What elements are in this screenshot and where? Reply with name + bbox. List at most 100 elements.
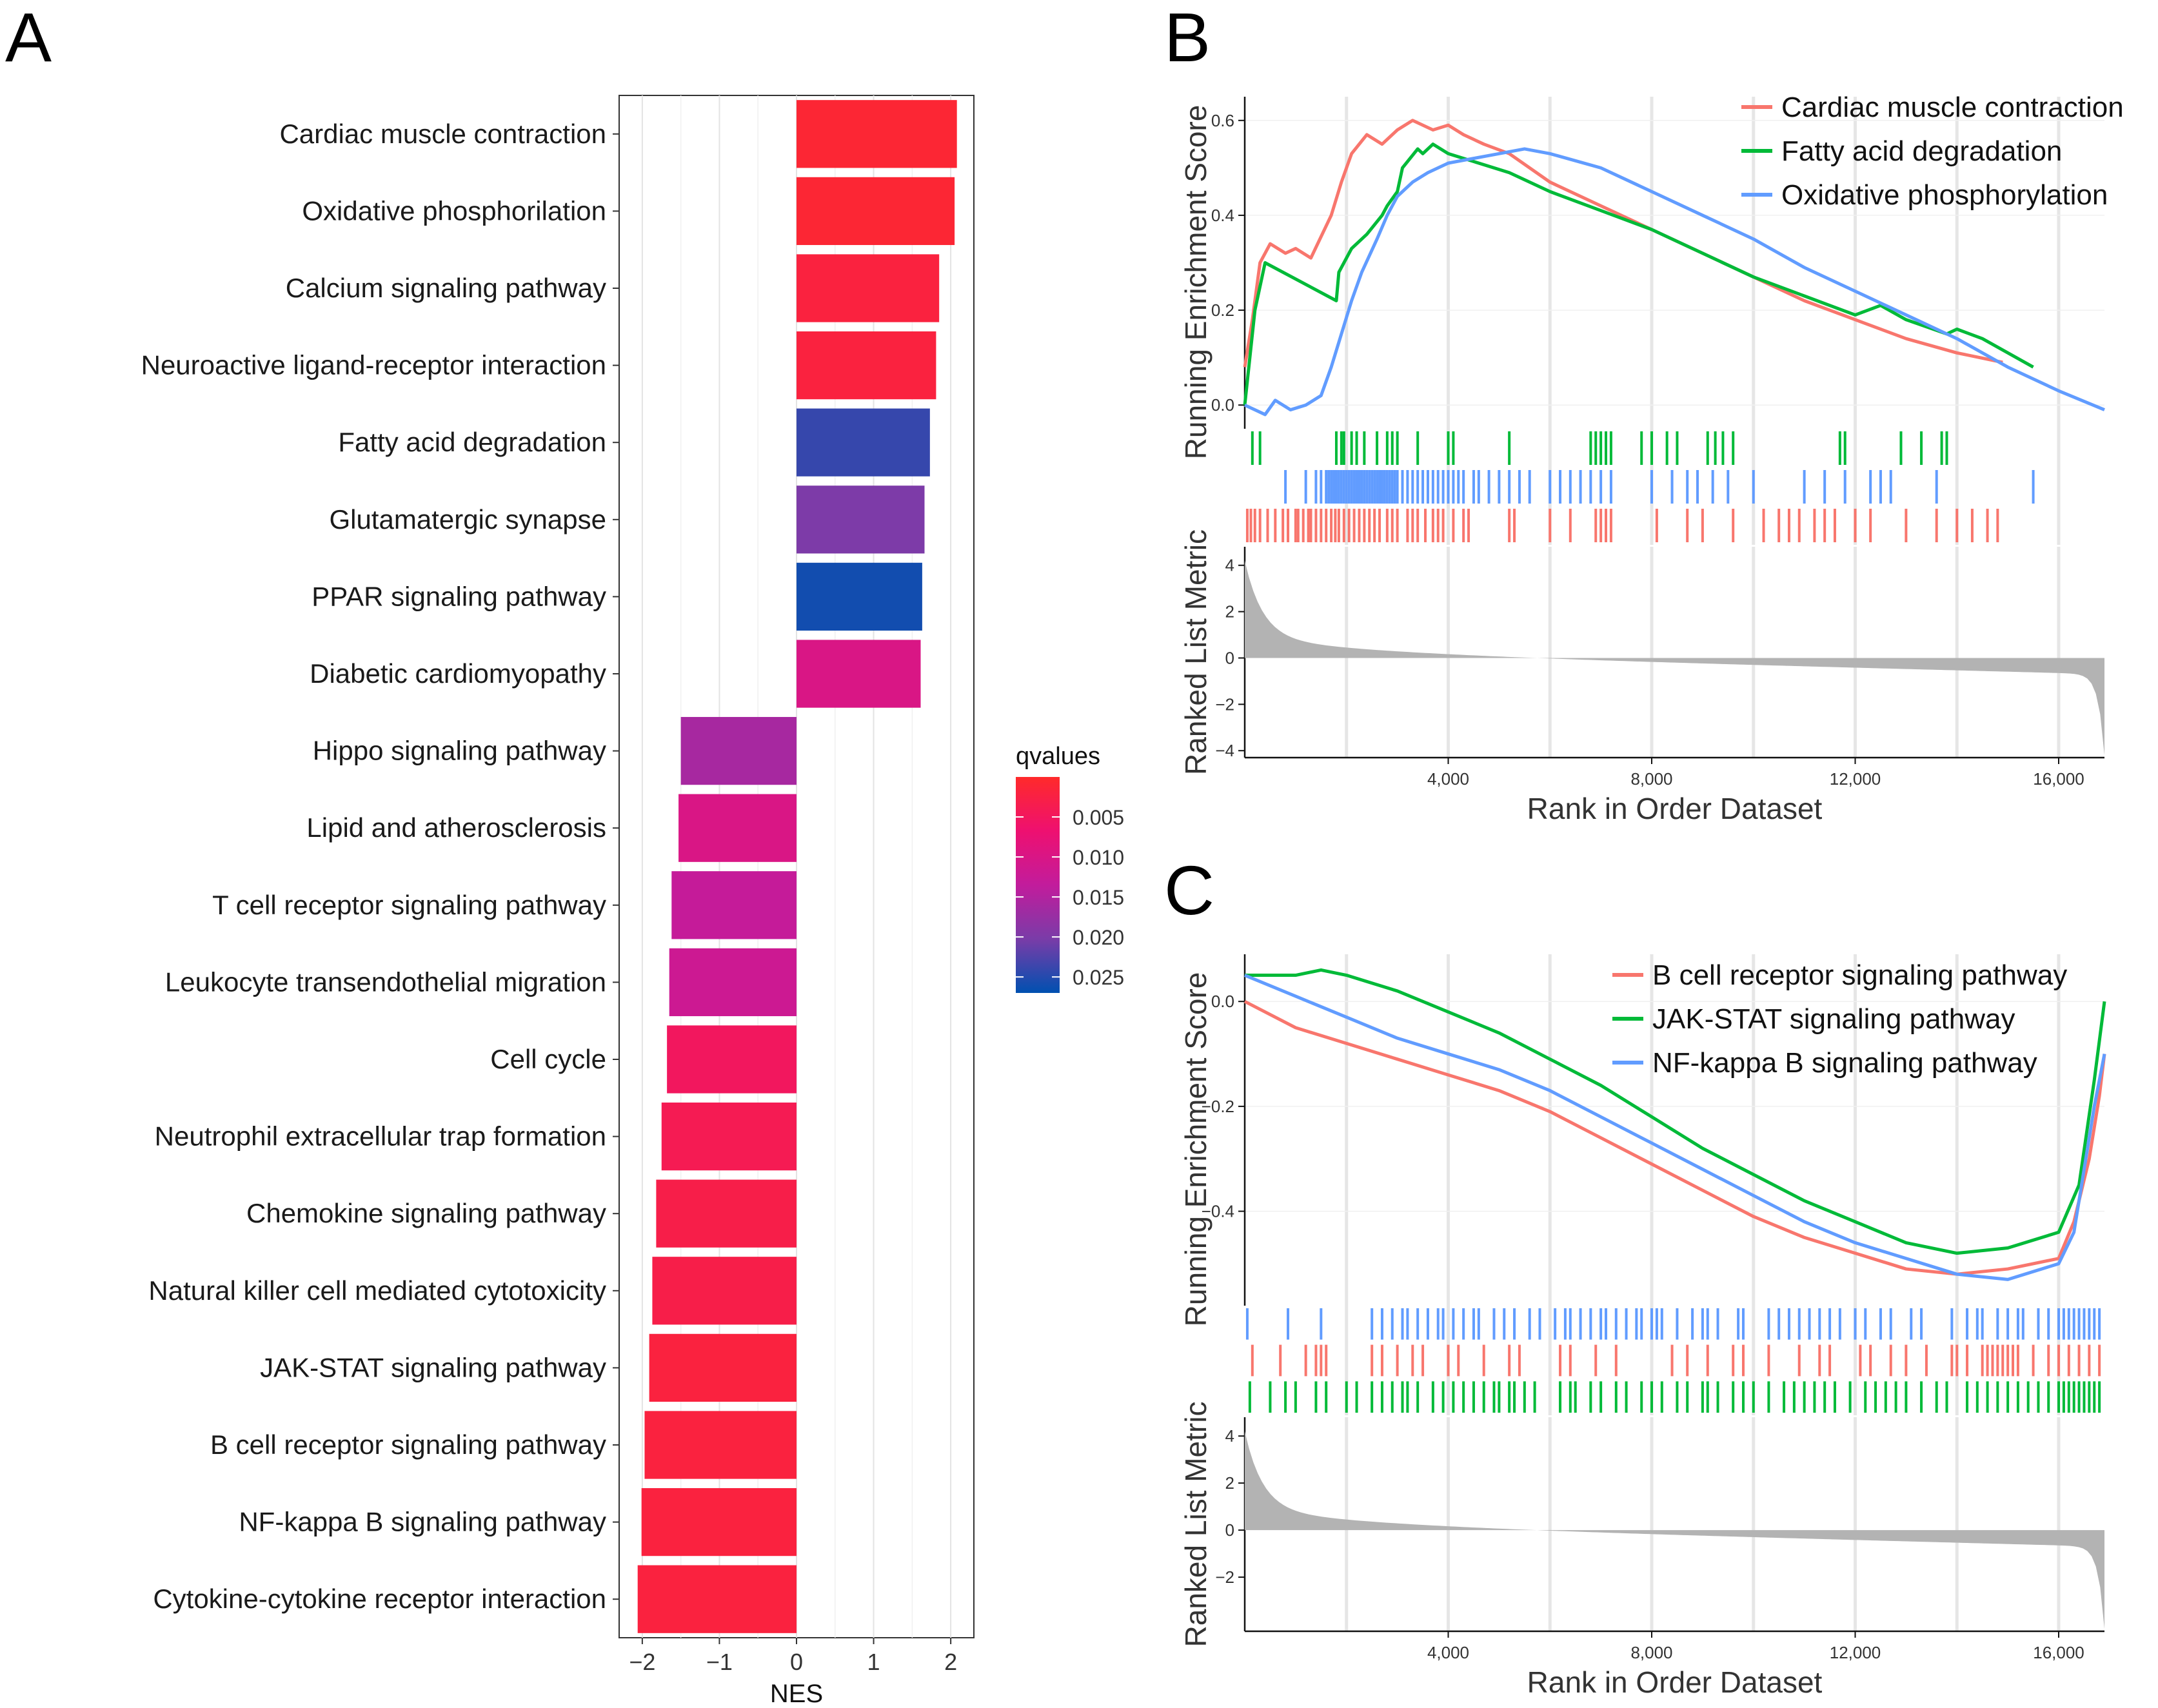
metric-y-tick-label: 0 [1225,648,1234,667]
x-axis-title: NES [770,1680,823,1708]
category-label: Glutamatergic synapse [329,504,606,535]
legend-label: Cardiac muscle contraction [1781,92,2124,123]
legend-title: qvalues [1016,743,1100,770]
legend-label: Oxidative phosphorylation [1781,179,2108,211]
es-y-tick-label: 0.0 [1211,992,1234,1011]
gsea-plot-downregulated: 0.0 −0.2 −0.4 −2 0 2 4 4,000 8,000 12,000 16,000 Ra… [1179,954,2106,1699]
metric-y-axis-title: Ranked List Metric [1179,1402,1213,1647]
metric-y-tick-label: 2 [1225,602,1234,622]
nes-bar [652,1257,797,1325]
nes-bar [641,1487,797,1556]
x-tick-label: 4,000 [1427,1643,1469,1662]
x-tick-label: 8,000 [1630,769,1672,789]
category-label: T cell receptor signaling pathway [212,890,606,920]
ranked-metric-area [1245,1431,2104,1629]
nes-bar [656,1179,797,1248]
metric-y-tick-label: 4 [1225,556,1234,575]
metric-y-tick-label: 0 [1225,1520,1234,1540]
category-label: JAK-STAT signaling pathway [260,1352,606,1382]
legend-label: Fatty acid degradation [1781,135,2062,167]
nes-bar [644,1411,797,1479]
metric-y-tick-label: −4 [1215,741,1234,760]
es-y-tick-label: −0.4 [1202,1202,1234,1221]
category-label: Oxidative phosphorilation [302,195,606,226]
metric-y-tick-label: 2 [1225,1473,1234,1493]
colorbar-tick-label: 0.015 [1073,886,1124,909]
category-label: Calcium signaling pathway [286,273,606,303]
metric-y-axis-title: Ranked List Metric [1179,529,1213,775]
category-label: Chemokine signaling pathway [246,1198,606,1228]
x-tick-label: −2 [629,1649,655,1675]
enrichment-score-line [1243,147,2105,417]
nes-bar [797,640,921,708]
category-label: Neutrophil extracellular trap formation [155,1121,606,1152]
nes-bar [678,794,797,862]
legend-label: B cell receptor signaling pathway [1652,959,2067,991]
nes-bar [667,1025,797,1094]
legend-label: JAK-STAT signaling pathway [1652,1003,2015,1035]
category-label: Cytokine-cytokine receptor interaction [153,1584,606,1614]
x-axis-title: Rank in Order Dataset [1527,1665,1823,1699]
nes-bar [661,1102,797,1171]
panel-label-a: A [5,0,52,76]
es-y-tick-label: 0.2 [1211,300,1234,320]
x-tick-label: 16,000 [2033,1643,2084,1662]
x-tick-label: 12,000 [1830,1643,1881,1662]
es-y-tick-label: 0.0 [1211,395,1234,415]
enrichment-score-line [1243,999,2106,1276]
enrichment-score-line [1243,142,2034,406]
category-label: NF-kappa B signaling pathway [239,1507,606,1537]
nes-bar-chart: Cardiac muscle contraction Oxidative phos… [141,95,975,1708]
category-label: Leukocyte transendothelial migration [165,967,606,997]
category-label: PPAR signaling pathway [312,581,606,611]
nes-bar [797,562,922,631]
category-label: Neuroactive ligand-receptor interaction [141,350,606,380]
colorbar-tick-label: 0.005 [1073,806,1124,829]
gsea-plot-upregulated: 0.0 0.2 0.4 0.6 −4 −2 0 2 4 4,000 8,000 12,000 16,00… [1179,92,2124,825]
category-label: Diabetic cardiomyopathy [310,658,606,689]
x-tick-label: 2 [944,1649,957,1675]
category-label: Lipid and atherosclerosis [306,812,606,843]
metric-y-tick-label: −2 [1215,1567,1234,1587]
metric-y-tick-label: 4 [1225,1426,1234,1446]
nes-bar [797,177,955,246]
nes-bar [637,1565,797,1633]
category-label: Fatty acid degradation [338,427,606,457]
nes-bar [797,254,940,322]
x-tick-label: 1 [867,1649,880,1675]
category-label: Cell cycle [490,1044,606,1074]
enrichment-score-line [1244,974,2106,1281]
qvalue-colorbar-legend: qvalues 0.005 0.010 0.015 0.020 0.025 [1016,743,1124,993]
nes-bar [797,331,936,400]
colorbar-tick-label: 0.010 [1073,846,1124,869]
category-label: B cell receptor signaling pathway [210,1429,606,1460]
panel-label-c: C [1164,851,1214,929]
nes-bar [649,1333,797,1402]
es-y-axis-title: Running Enrichment Score [1179,105,1213,460]
x-tick-label: −1 [706,1649,733,1675]
nes-bar [671,871,797,939]
enrichment-score-line [1245,968,2106,1255]
category-label: Natural killer cell mediated cytotoxicit… [148,1275,606,1306]
colorbar-tick-label: 0.020 [1073,926,1124,949]
es-y-tick-label: 0.4 [1211,206,1234,225]
nes-bar [797,408,930,476]
x-tick-label: 0 [790,1649,803,1675]
x-axis-title: Rank in Order Dataset [1527,792,1823,825]
nes-bar [680,716,797,785]
legend-label: NF-kappa B signaling pathway [1652,1047,2037,1079]
nes-bar [797,100,957,168]
metric-y-tick-label: −2 [1215,694,1234,714]
ranked-metric-area [1245,560,2104,756]
es-y-tick-label: −0.2 [1202,1097,1234,1116]
nes-bar [669,948,797,1017]
colorbar [1016,777,1060,993]
panel-label-b: B [1164,0,1211,76]
x-tick-label: 8,000 [1630,1643,1672,1662]
category-label: Hippo signaling pathway [313,736,606,766]
x-tick-label: 4,000 [1427,769,1469,789]
category-label: Cardiac muscle contraction [279,119,606,149]
es-y-axis-title: Running Enrichment Score [1179,972,1213,1327]
nes-bar [797,486,925,554]
